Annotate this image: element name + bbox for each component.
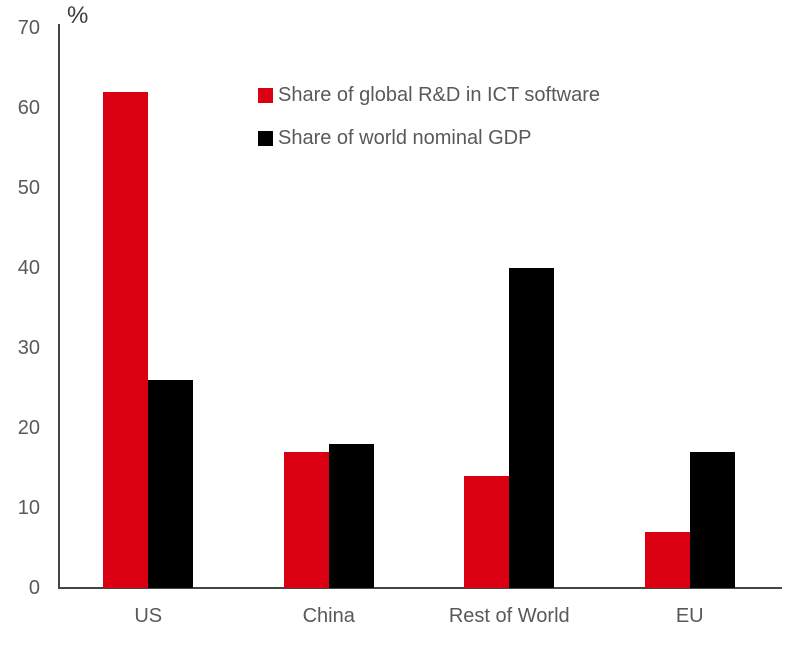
bar-group-eu bbox=[600, 28, 781, 588]
y-axis-line bbox=[58, 24, 60, 588]
y-axis-tick-labels: 0 10 20 30 40 50 60 70 bbox=[0, 18, 40, 598]
y-tick-label-70: 70 bbox=[17, 17, 40, 39]
bar-share-of-world-nomin-us bbox=[148, 380, 194, 588]
y-tick-label-20: 20 bbox=[17, 417, 40, 439]
x-category-label-rest-of-world: Rest of World bbox=[448, 605, 570, 627]
y-tick-label-0: 0 bbox=[28, 577, 40, 599]
bar-share-of-world-nomin-rest-of-world bbox=[509, 268, 555, 588]
x-category-label-eu: EU bbox=[675, 605, 704, 627]
y-axis-unit-label: % bbox=[67, 2, 89, 29]
y-tick-label-30: 30 bbox=[17, 337, 40, 359]
legend-item-nominal-gdp: Share of world nominal GDP bbox=[258, 127, 600, 149]
legend-label: Share of world nominal GDP bbox=[278, 127, 532, 149]
legend-label: Share of global R&D in ICT software bbox=[278, 84, 601, 106]
y-tick-label-60: 60 bbox=[17, 97, 40, 119]
bar-share-of-global-r&d--eu bbox=[644, 532, 690, 588]
bar-group-china bbox=[239, 28, 420, 588]
x-category-label-us: US bbox=[134, 605, 163, 627]
bar-share-of-global-r&d--china bbox=[283, 452, 329, 588]
y-tick-label-40: 40 bbox=[17, 257, 40, 279]
bar-share-of-global-r&d--rest-of-world bbox=[464, 476, 510, 588]
bar-group-rest-of-world bbox=[419, 28, 600, 588]
x-axis-labels: US China Rest of World EU bbox=[58, 605, 780, 628]
legend-swatch-red-icon bbox=[258, 87, 273, 103]
bar-group-us bbox=[58, 28, 239, 588]
bar-groups bbox=[58, 28, 780, 588]
chart-legend: Share of global R&D in ICT software Shar… bbox=[258, 84, 600, 149]
bar-share-of-global-r&d--us bbox=[103, 92, 149, 588]
x-axis-line bbox=[58, 587, 782, 589]
bar-share-of-world-nomin-china bbox=[328, 444, 374, 588]
bar-share-of-world-nomin-eu bbox=[689, 452, 735, 588]
y-tick-label-50: 50 bbox=[17, 177, 40, 199]
y-tick-label-10: 10 bbox=[17, 497, 40, 519]
x-category-label-china: China bbox=[302, 605, 355, 627]
legend-item-rd-ict-software: Share of global R&D in ICT software bbox=[258, 84, 600, 106]
legend-swatch-black-icon bbox=[258, 130, 273, 146]
